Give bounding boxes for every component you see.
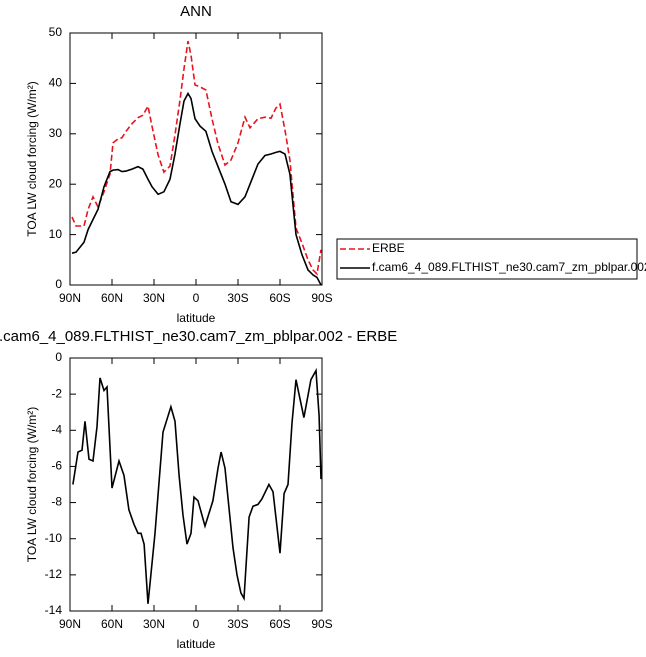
data-line (72, 367, 322, 604)
data-line (71, 91, 322, 286)
x-tick-label: 90N (59, 291, 81, 305)
x-tick-label: 90N (59, 617, 81, 631)
x-axis-label: latitude (177, 637, 216, 651)
y-axis-label: TOA LW cloud forcing (W/m²) (25, 407, 39, 563)
y-tick-label: -10 (45, 531, 63, 545)
x-tick-label: 0 (193, 617, 200, 631)
y-tick-label: 0 (55, 350, 62, 364)
x-tick-label: 60S (269, 617, 290, 631)
y-tick-label: -2 (51, 386, 62, 400)
chart-title: f.cam6_4_089.FLTHIST_ne30.cam7_zm_pblpar… (0, 328, 397, 345)
x-axis-label: latitude (177, 311, 216, 325)
x-tick-label: 30S (227, 291, 248, 305)
x-tick-label: 0 (193, 291, 200, 305)
y-tick-label: 0 (55, 277, 62, 291)
y-axis-label: TOA LW cloud forcing (W/m²) (25, 81, 39, 237)
plot-frame (69, 357, 323, 612)
x-tick-label: 30S (227, 617, 248, 631)
legend-box (336, 238, 638, 280)
x-tick-label: 60N (101, 291, 123, 305)
y-tick-label: 30 (49, 126, 63, 140)
legend: ERBE f.cam6_4_089.FLTHIST_ne30.cam7_zm_pb… (336, 238, 646, 280)
y-tick-label: -8 (51, 495, 62, 509)
x-tick-label: 90S (311, 291, 332, 305)
y-tick-label: -6 (51, 459, 62, 473)
y-tick-label: -14 (45, 603, 63, 617)
y-tick-label: -12 (45, 567, 63, 581)
y-tick-label: 10 (49, 227, 63, 241)
plot-frame (69, 32, 323, 286)
x-tick-label: 60N (101, 617, 123, 631)
x-tick-label: 60S (269, 291, 290, 305)
y-tick-label: -4 (51, 422, 62, 436)
chart-title: ANN (180, 3, 212, 20)
x-tick-label: 30N (143, 291, 165, 305)
legend-label: f.cam6_4_089.FLTHIST_ne30.cam7_zm_pblpar… (372, 260, 646, 274)
data-line (71, 40, 322, 276)
y-tick-label: 40 (49, 76, 63, 90)
y-tick-label: 50 (49, 25, 63, 39)
x-tick-label: 90S (311, 617, 332, 631)
legend-label: ERBE (372, 241, 405, 255)
x-tick-label: 30N (143, 617, 165, 631)
y-tick-label: 20 (49, 176, 63, 190)
